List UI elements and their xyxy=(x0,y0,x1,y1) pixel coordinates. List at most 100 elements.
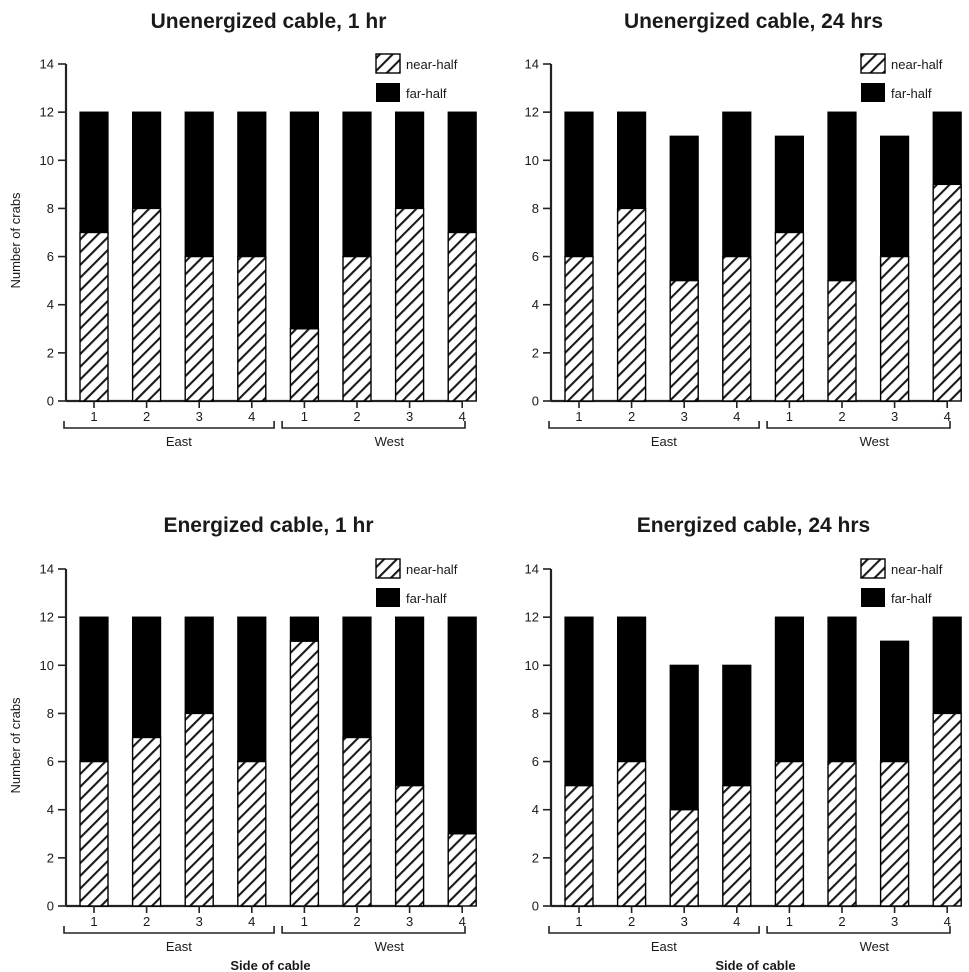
bar-near-half xyxy=(564,784,594,907)
group-bracket xyxy=(766,926,951,934)
bar-near-half xyxy=(79,231,109,402)
x-tick-label: 2 xyxy=(143,409,150,424)
x-tick-label: 2 xyxy=(628,914,635,929)
bar-far-half xyxy=(827,616,857,763)
legend-label-far-half: far-half xyxy=(406,86,447,101)
chart-panel: Unenergized cable, 1 hr02468101214Number… xyxy=(8,10,477,449)
x-tick-label: 1 xyxy=(786,409,793,424)
bar-near-half xyxy=(237,760,267,907)
bar-far-half xyxy=(879,640,910,763)
bar-far-half xyxy=(827,111,857,282)
bar-far-half xyxy=(395,616,425,787)
x-tick-label: 2 xyxy=(838,914,845,929)
x-tick-label: 1 xyxy=(90,409,97,424)
y-tick-label: 4 xyxy=(532,802,539,817)
bar-near-half xyxy=(774,231,805,402)
legend-swatch-near-half xyxy=(860,558,886,579)
x-axis-label: Side of cable xyxy=(230,958,310,972)
bar-near-half xyxy=(827,279,857,402)
group-label: East xyxy=(651,939,677,954)
y-tick-label: 6 xyxy=(47,249,54,264)
legend-label-near-half: near-half xyxy=(406,57,458,72)
y-tick-label: 2 xyxy=(532,345,539,360)
legend-label-near-half: near-half xyxy=(891,562,943,577)
y-tick-label: 4 xyxy=(47,297,54,312)
bar-far-half xyxy=(616,616,647,763)
y-tick-label: 10 xyxy=(40,658,54,673)
y-tick-label: 0 xyxy=(47,394,54,409)
bar-far-half xyxy=(774,135,805,234)
x-tick-label: 3 xyxy=(406,914,413,929)
x-tick-label: 2 xyxy=(628,409,635,424)
y-tick-label: 8 xyxy=(47,706,54,721)
y-tick-label: 4 xyxy=(47,802,54,817)
y-tick-label: 10 xyxy=(525,153,539,168)
chart-title: Unenergized cable, 24 hrs xyxy=(624,10,883,33)
bar-far-half xyxy=(932,111,962,185)
x-tick-label: 2 xyxy=(353,409,360,424)
group-bracket xyxy=(766,421,951,429)
bar-near-half xyxy=(564,255,594,402)
bar-near-half xyxy=(616,207,647,402)
legend-label-far-half: far-half xyxy=(406,591,447,606)
y-tick-label: 2 xyxy=(532,850,539,865)
bar-far-half xyxy=(447,111,477,234)
x-tick-label: 4 xyxy=(248,914,255,929)
legend-swatch-near-half xyxy=(860,53,886,74)
bar-far-half xyxy=(289,616,319,642)
y-tick-label: 12 xyxy=(525,105,539,120)
legend-swatch-near-half xyxy=(375,558,401,579)
x-tick-label: 4 xyxy=(733,409,740,424)
x-tick-label: 1 xyxy=(786,914,793,929)
legend-swatch-far-half xyxy=(376,83,400,102)
bar-far-half xyxy=(132,616,162,739)
x-tick-label: 3 xyxy=(681,409,688,424)
legend-swatch-far-half xyxy=(861,83,885,102)
x-tick-label: 3 xyxy=(406,409,413,424)
group-label: West xyxy=(375,939,405,954)
bar-near-half xyxy=(79,760,109,907)
bar-far-half xyxy=(669,664,699,811)
group-bracket xyxy=(63,421,275,429)
x-tick-label: 1 xyxy=(575,914,582,929)
y-tick-label: 12 xyxy=(40,610,54,625)
x-tick-label: 4 xyxy=(459,409,466,424)
group-label: East xyxy=(166,939,192,954)
bar-far-half xyxy=(237,111,267,258)
y-tick-label: 8 xyxy=(532,706,539,721)
bar-far-half xyxy=(564,111,594,258)
bar-far-half xyxy=(132,111,162,210)
bar-near-half xyxy=(131,207,162,402)
x-tick-label: 2 xyxy=(838,409,845,424)
bar-near-half xyxy=(394,784,425,907)
x-tick-label: 3 xyxy=(681,914,688,929)
bar-near-half xyxy=(616,760,647,907)
bar-far-half xyxy=(932,616,962,715)
bar-near-half xyxy=(447,231,477,402)
bar-near-half xyxy=(289,328,320,402)
x-tick-label: 3 xyxy=(891,409,898,424)
y-tick-label: 14 xyxy=(40,57,54,72)
group-label: West xyxy=(860,434,890,449)
bar-near-half xyxy=(394,207,425,402)
y-tick-label: 6 xyxy=(47,754,54,769)
bar-near-half xyxy=(774,760,805,907)
x-axis-label: Side of cable xyxy=(715,958,795,972)
x-tick-label: 2 xyxy=(143,914,150,929)
y-tick-label: 14 xyxy=(525,57,539,72)
group-bracket xyxy=(281,926,466,934)
bar-near-half xyxy=(342,736,372,907)
x-tick-label: 4 xyxy=(944,914,951,929)
y-tick-label: 0 xyxy=(532,394,539,409)
bar-near-half xyxy=(827,760,857,907)
legend-label-far-half: far-half xyxy=(891,591,932,606)
y-axis-label: Number of crabs xyxy=(8,697,23,794)
bar-far-half xyxy=(447,616,477,835)
chart-title: Energized cable, 1 hr xyxy=(163,514,373,537)
bar-far-half xyxy=(879,135,910,258)
group-label: East xyxy=(166,434,192,449)
group-label: West xyxy=(375,434,405,449)
